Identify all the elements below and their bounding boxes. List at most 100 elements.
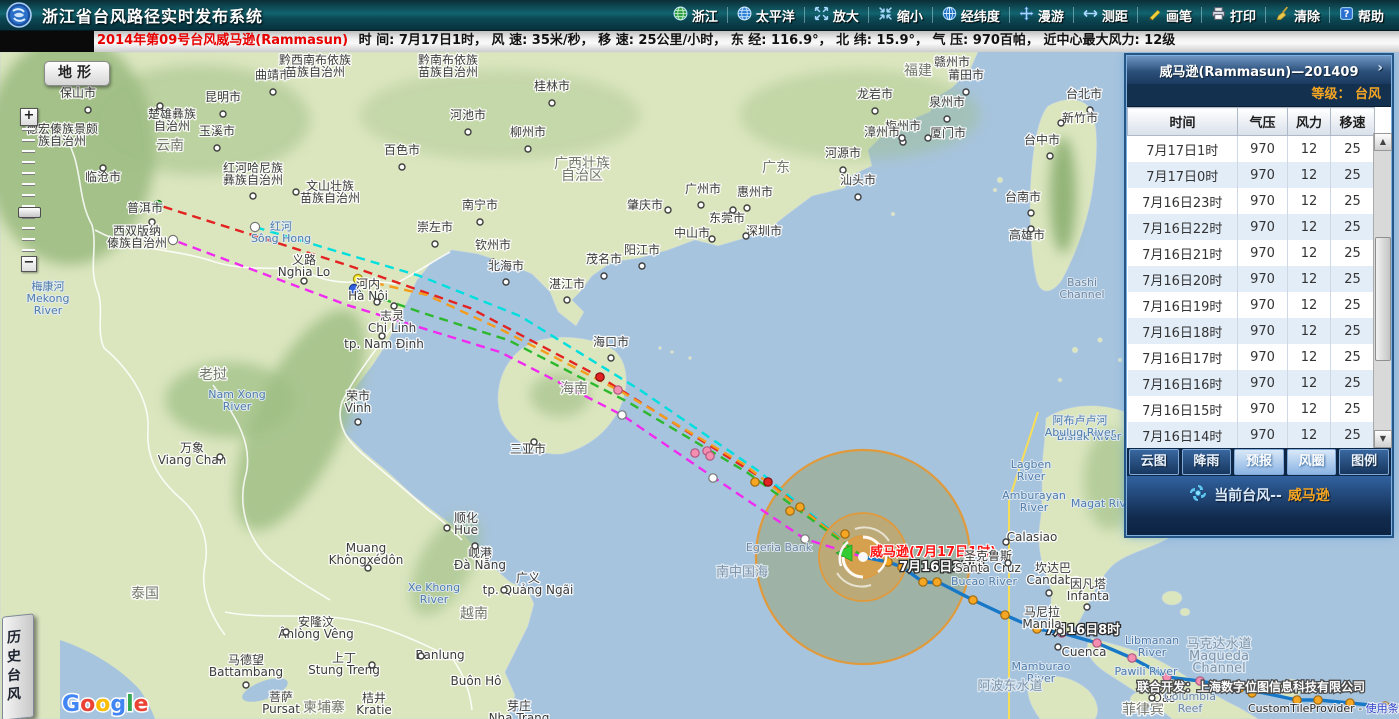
forecast-line[interactable] [353,287,864,558]
toolbar-clear[interactable]: 清除 [1266,4,1329,26]
table-scrollbar[interactable]: ▲ ▼ [1373,133,1392,448]
scroll-thumb[interactable] [1375,237,1391,361]
table-row[interactable]: 7月17日1时 970 12 25 [1127,135,1375,162]
track-point[interactable] [705,451,715,461]
track-point[interactable] [800,534,810,544]
track-point[interactable] [1380,701,1390,711]
track-point[interactable] [750,477,760,487]
table-row[interactable]: 7月16日17时 970 12 25 [1127,344,1375,370]
scroll-up-button[interactable]: ▲ [1374,133,1392,151]
table-row[interactable]: 7月16日21时 970 12 25 [1127,240,1375,266]
toolbar-pan[interactable]: 漫游 [1010,4,1073,26]
table-row[interactable]: 7月16日15时 970 12 25 [1127,396,1375,422]
scroll-down-button[interactable]: ▼ [1374,430,1392,448]
tab-rain[interactable]: 降雨 [1181,449,1232,475]
typhoon-center-symbol[interactable] [835,526,890,588]
track-point[interactable] [617,410,627,420]
map-label: 红河 Sông Hong [251,220,311,245]
toolbar-help[interactable]: ? 帮助 [1330,4,1393,26]
current-typhoon-name[interactable]: 威马逊 [1287,488,1330,504]
table-row[interactable]: 7月16日14时 970 12 25 [1127,422,1375,448]
tab-legend[interactable]: 图例 [1339,449,1389,475]
track-point[interactable] [1345,698,1355,708]
table-row[interactable]: 7月16日20时 970 12 25 [1127,266,1375,292]
tab-windcircle[interactable]: 风圈 [1286,449,1337,475]
map-label: 桂林市 [534,78,570,93]
track-point[interactable] [708,473,718,483]
toolbar-measure[interactable]: 测距 [1074,4,1137,26]
track-point[interactable] [1032,624,1042,634]
track-point[interactable] [1127,653,1137,663]
city-dot [292,188,300,196]
toolbar-pacific[interactable]: 太平洋 [728,4,804,26]
zoom-slider-handle[interactable] [18,207,41,218]
table-row[interactable]: 7月17日0时 970 12 25 [1127,162,1375,188]
toolbar-print[interactable]: 打印 [1202,4,1265,26]
toolbar-zhejiang[interactable]: 浙江 [664,4,727,26]
map-label: 义路 Nghia Lo [278,252,331,279]
forecast-line[interactable] [157,203,864,558]
forecast-line[interactable] [254,225,864,558]
track-point[interactable] [1247,688,1257,698]
track-points[interactable] [152,199,1390,711]
google-logo[interactable]: Google [61,691,151,719]
track-point[interactable] [167,234,179,246]
city-dot [1057,119,1065,127]
zoom-in-button[interactable]: + [20,108,38,126]
track-point[interactable] [918,577,928,587]
track-point[interactable] [840,529,850,539]
track-point[interactable] [613,385,623,395]
track-point[interactable] [348,283,360,295]
track-point[interactable] [795,502,805,512]
terms-link[interactable]: 使用条款 [1365,700,1399,716]
track-point[interactable] [1292,695,1302,705]
track-point[interactable] [1313,695,1323,705]
help-icon: ? [1339,6,1354,25]
track-point[interactable] [968,595,978,605]
panel-title-bar[interactable]: 威马逊(Rammasun)—201409 › [1127,56,1391,84]
city-dot [84,106,92,114]
toolbar-separator [1008,7,1010,23]
city-dot [1002,538,1010,546]
track-point[interactable] [690,448,700,458]
city-dot [417,652,425,660]
tab-cloud[interactable]: 云图 [1129,449,1179,475]
track-point[interactable] [897,562,907,572]
map-label: Nam Xong River [208,388,265,413]
track-point[interactable] [1000,610,1010,620]
toolbar-latlon[interactable]: 经纬度 [933,4,1009,26]
city-dot [282,628,290,636]
table-row[interactable]: 7月16日16时 970 12 25 [1127,370,1375,396]
terrain-button[interactable]: 地形 [44,61,110,86]
track-point[interactable] [932,577,942,587]
track-point[interactable] [249,221,261,233]
tab-forecast[interactable]: 预报 [1234,449,1284,475]
track-point[interactable] [352,273,364,285]
zoom-slider-track[interactable] [22,128,35,252]
map-label: 上丁 Stung Treng [308,651,380,677]
track-point[interactable] [1235,683,1245,693]
typhoon-panel: 威马逊(Rammasun)—201409 › 等级： 台风 时间 气压 风力 移… [1126,55,1392,536]
track-point[interactable] [1162,672,1172,682]
city-dot [489,258,497,266]
table-row[interactable]: 7月16日18时 970 12 25 [1127,318,1375,344]
history-typhoon-button[interactable]: 历史台风 [2,613,34,719]
map-label: 广州市 [685,181,721,196]
header-toolbar: 浙江 太平洋 放大 缩小 经纬度 漫游 测距 画笔 打印 清除? 帮助 [664,0,1393,30]
map-label: 万象 Viang Chan [158,441,227,467]
track-point[interactable] [1092,638,1102,648]
panel-collapse-arrow[interactable]: › [1377,60,1383,76]
map-label: 深圳市 [746,223,782,238]
toolbar-zoom-out[interactable]: 缩小 [869,4,932,26]
track-point[interactable] [1195,676,1205,686]
zoom-out-button[interactable]: − [21,256,37,272]
table-row[interactable]: 7月16日23时 970 12 25 [1127,188,1375,214]
toolbar-pen[interactable]: 画笔 [1138,4,1201,26]
track-point[interactable] [152,199,164,211]
toolbar-zoom-in[interactable]: 放大 [805,4,868,26]
track-point[interactable] [595,372,605,382]
track-point[interactable] [785,506,795,516]
track-point[interactable] [763,477,773,487]
table-row[interactable]: 7月16日22时 970 12 25 [1127,214,1375,240]
table-row[interactable]: 7月16日19时 970 12 25 [1127,292,1375,318]
